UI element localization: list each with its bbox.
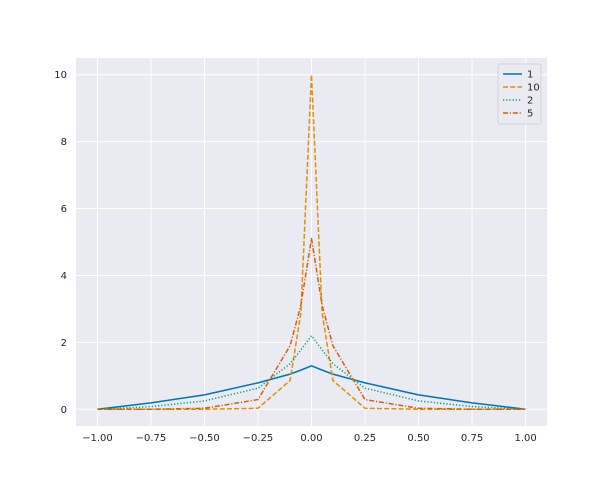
- legend-label-10: 10: [527, 83, 540, 94]
- y-tick-label: 4: [61, 271, 67, 282]
- legend: 1 10 2 5: [497, 63, 542, 125]
- x-tick-label: −1.00: [82, 433, 113, 444]
- x-tick-label: 0.50: [407, 433, 429, 444]
- y-tick-label: 0: [61, 405, 67, 416]
- series-line-2: [97, 334, 526, 411]
- legend-label-1: 1: [527, 70, 533, 81]
- x-tick-label: −0.75: [136, 433, 167, 444]
- x-tick-label: 0.00: [300, 433, 322, 444]
- y-tick-label: 8: [61, 137, 67, 148]
- x-tick-label: 0.25: [354, 433, 376, 444]
- x-tick-label: −0.50: [189, 433, 220, 444]
- legend-label-5: 5: [527, 109, 533, 120]
- y-axis-ticks: 0 2 4 6 8 10: [54, 70, 67, 416]
- legend-label-2: 2: [527, 96, 533, 107]
- x-tick-label: 0.75: [461, 433, 483, 444]
- x-tick-label: −0.25: [243, 433, 274, 444]
- series-layer: [97, 73, 526, 411]
- y-tick-label: 10: [54, 70, 67, 81]
- x-axis-ticks: −1.00 −0.75 −0.50 −0.25 0.00 0.25 0.50 0.75 1.00: [82, 433, 537, 444]
- legend-box: [497, 63, 542, 125]
- x-tick-label: 1.00: [514, 433, 536, 444]
- series-line-1: [97, 365, 526, 411]
- series-line-5: [97, 237, 526, 411]
- y-tick-label: 2: [61, 338, 67, 349]
- y-tick-label: 6: [61, 204, 67, 215]
